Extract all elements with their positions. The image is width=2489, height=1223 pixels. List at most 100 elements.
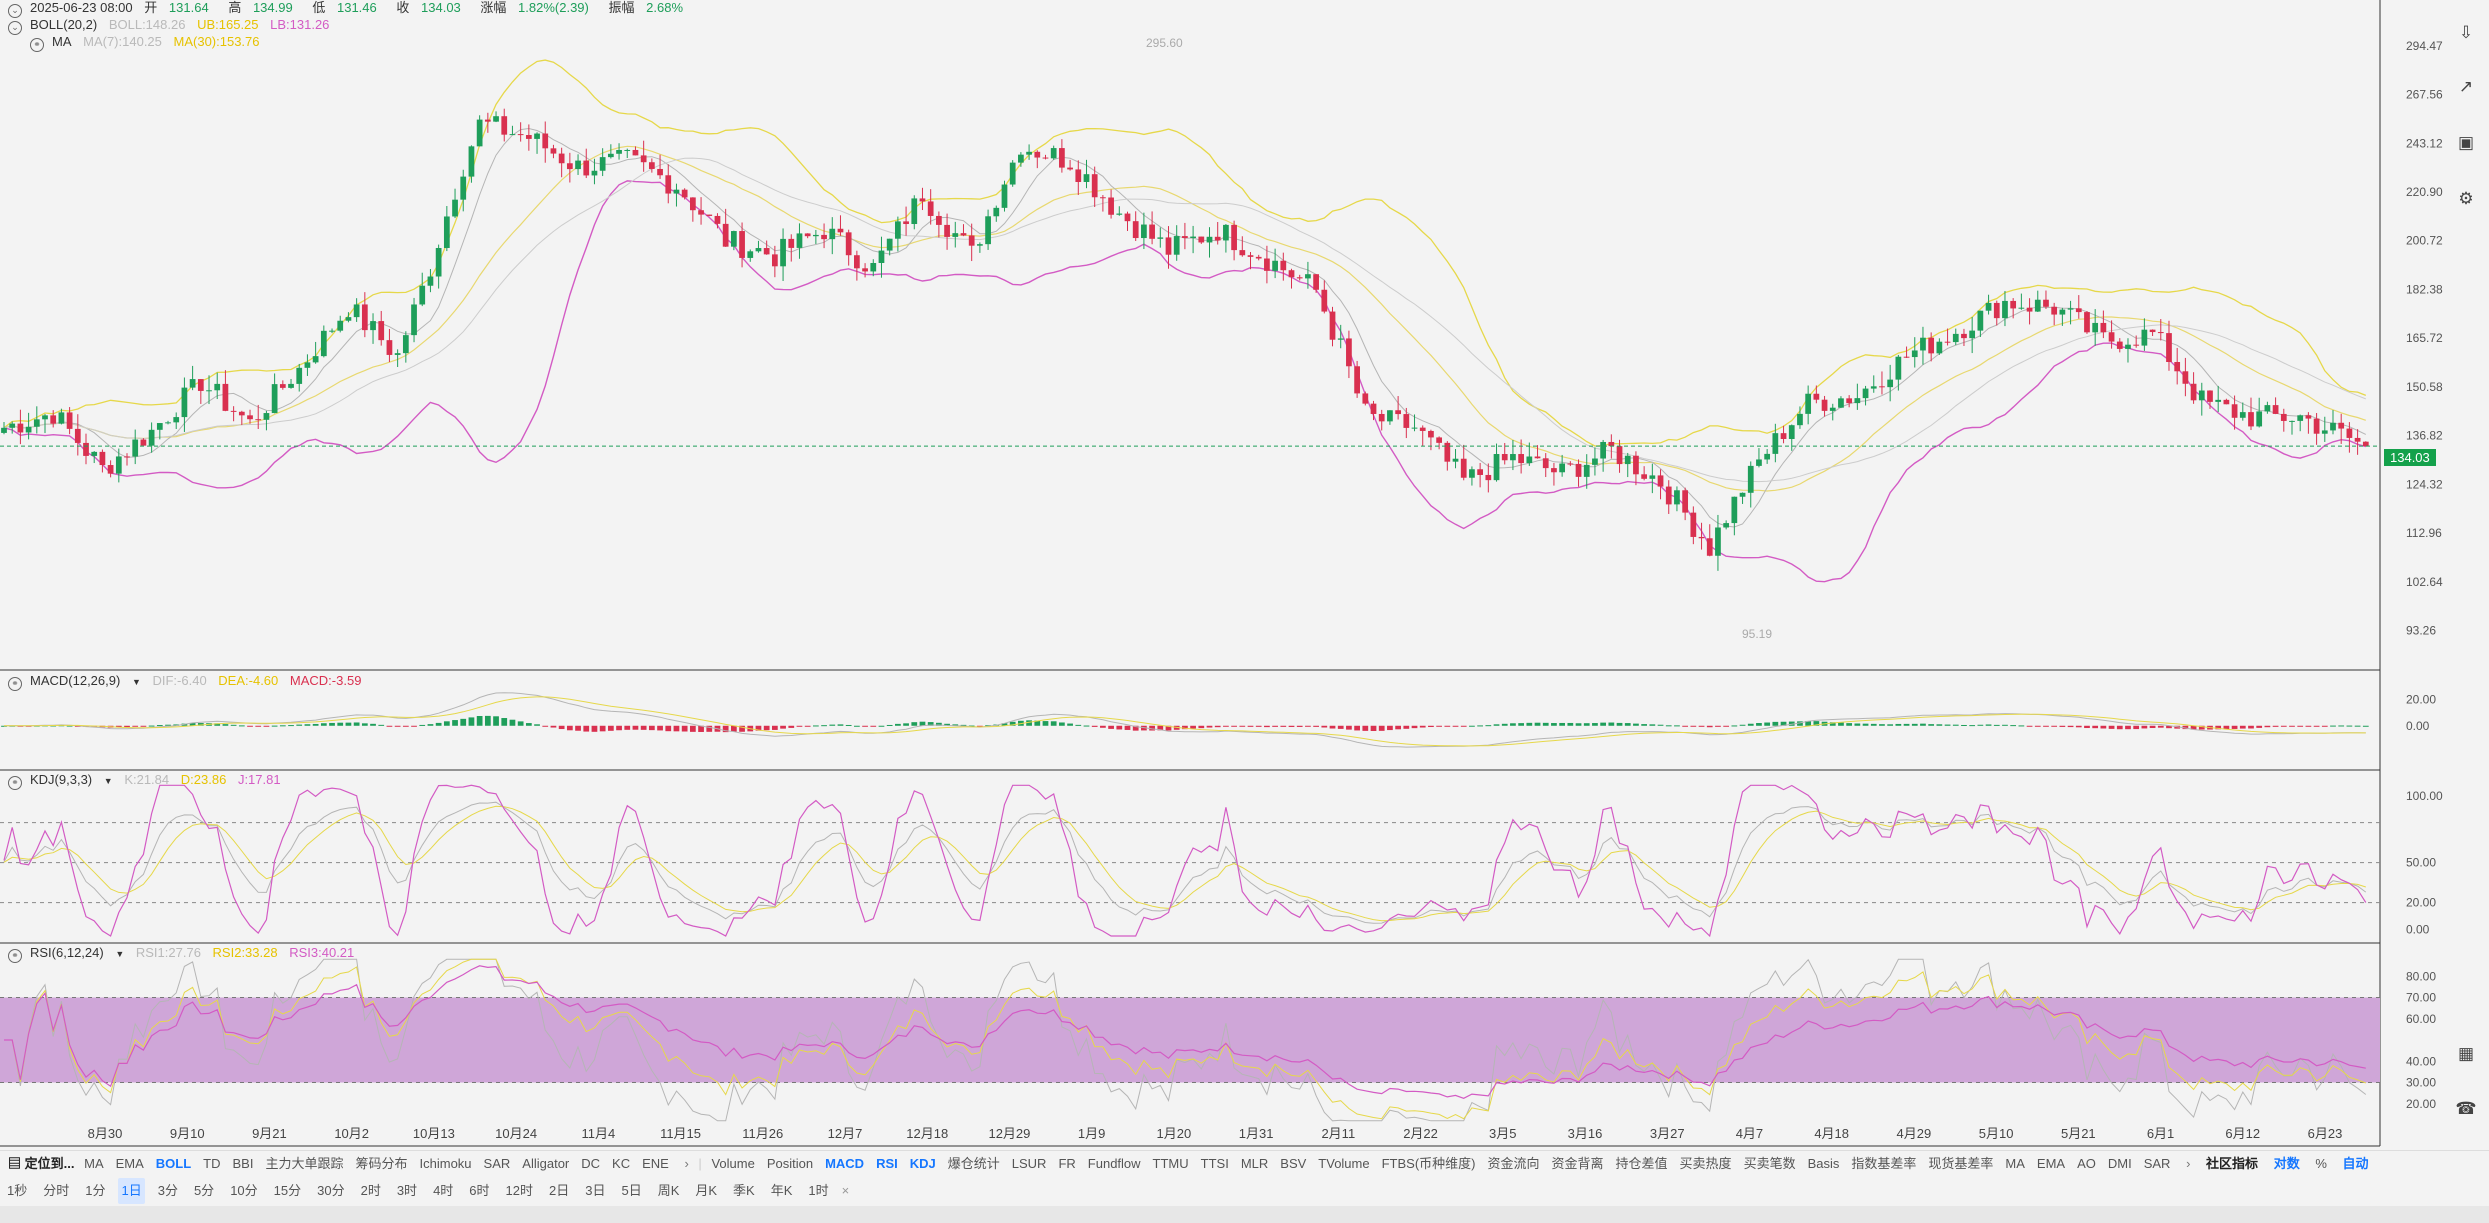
community-indicators-button[interactable]: 社区指标 xyxy=(2206,1156,2259,1171)
sub-indicator-17[interactable]: 持仓差值 xyxy=(1615,1156,1668,1171)
timeframe-3[interactable]: 1日 xyxy=(118,1178,145,1204)
sub-indicator-19[interactable]: 买卖笔数 xyxy=(1743,1156,1796,1171)
timeframe-9[interactable]: 2时 xyxy=(360,1183,381,1198)
headset-icon[interactable]: ☎ xyxy=(2455,1099,2477,1118)
timeframe-7[interactable]: 15分 xyxy=(273,1183,302,1198)
collapse-icon[interactable]: ⌄ xyxy=(8,4,22,18)
indicator-0[interactable]: MA xyxy=(84,1156,104,1171)
timeframe-16[interactable]: 5日 xyxy=(621,1183,642,1198)
timeframe-21[interactable]: 1时 xyxy=(808,1183,829,1198)
log-scale-toggle[interactable]: 对数 xyxy=(2273,1156,2300,1171)
sub-indicator-10[interactable]: TTSI xyxy=(1200,1156,1229,1171)
sub-indicator-13[interactable]: TVolume xyxy=(1318,1156,1370,1171)
timeframe-14[interactable]: 2日 xyxy=(549,1183,570,1198)
indicator-10[interactable]: DC xyxy=(581,1156,601,1171)
sub-indicator-0[interactable]: Volume xyxy=(711,1156,755,1171)
timeframe-8[interactable]: 30分 xyxy=(317,1183,345,1198)
auto-scale-toggle[interactable]: 自动 xyxy=(2342,1156,2369,1171)
macd-histogram-bar xyxy=(493,716,499,726)
download-icon[interactable]: ⇩ xyxy=(2458,23,2474,42)
timeframe-19[interactable]: 季K xyxy=(733,1183,755,1198)
sub-indicator-2[interactable]: MACD xyxy=(825,1156,865,1171)
sub-indicator-22[interactable]: 现货基差率 xyxy=(1928,1156,1994,1171)
sub-indicator-6[interactable]: LSUR xyxy=(1011,1156,1047,1171)
sub-indicator-21[interactable]: 指数基差率 xyxy=(1851,1156,1917,1171)
timeframe-11[interactable]: 4时 xyxy=(433,1183,454,1198)
percent-scale-toggle[interactable]: % xyxy=(2315,1156,2327,1171)
macd-histogram-bar xyxy=(722,725,729,733)
indicator-12[interactable]: ENE xyxy=(642,1156,669,1171)
indicator-7[interactable]: Ichimoku xyxy=(419,1156,472,1171)
indicator-2[interactable]: BOLL xyxy=(155,1156,192,1171)
sub-indicator-3[interactable]: RSI xyxy=(876,1156,898,1171)
bell-icon[interactable]: ⚭ xyxy=(8,677,22,691)
indicator-11[interactable]: KC xyxy=(612,1156,631,1171)
indicator-3[interactable]: TD xyxy=(203,1156,221,1171)
timeframe-17[interactable]: 周K xyxy=(657,1183,680,1198)
macd-histogram-bar xyxy=(977,725,983,727)
sub-indicator-18[interactable]: 买卖热度 xyxy=(1679,1156,1732,1171)
indicator-6[interactable]: 筹码分布 xyxy=(355,1156,408,1171)
sub-indicator-14[interactable]: FTBS(币种维度) xyxy=(1381,1156,1476,1171)
sub-indicator-9[interactable]: TTMU xyxy=(1152,1156,1189,1171)
macd-histogram-bar xyxy=(2149,725,2156,729)
timeframe-12[interactable]: 6时 xyxy=(469,1183,490,1198)
timeframe-0[interactable]: 1秒 xyxy=(7,1183,28,1198)
indicator-8[interactable]: SAR xyxy=(483,1156,511,1171)
chart-line-icon[interactable]: ↗ xyxy=(2458,77,2474,96)
sub-indicator-8[interactable]: Fundflow xyxy=(1087,1156,1141,1171)
sub-indicator-24[interactable]: EMA xyxy=(2036,1156,2066,1171)
macd-histogram-bar xyxy=(1723,725,1730,727)
sub-indicator-26[interactable]: DMI xyxy=(2107,1156,2132,1171)
sub-indicator-15[interactable]: 资金流向 xyxy=(1487,1156,1540,1171)
timeframe-2[interactable]: 1分 xyxy=(85,1183,106,1198)
sub-indicator-12[interactable]: BSV xyxy=(1280,1156,1307,1171)
candle-body xyxy=(1485,474,1492,481)
indicator-1[interactable]: EMA xyxy=(115,1156,144,1171)
timeframe-4[interactable]: 3分 xyxy=(157,1183,178,1198)
sub-indicator-5[interactable]: 爆仓统计 xyxy=(947,1156,1000,1171)
sub-indicator-7[interactable]: FR xyxy=(1058,1156,1076,1171)
bell-icon[interactable]: ⚭ xyxy=(8,949,22,963)
timeframe-13[interactable]: 12时 xyxy=(505,1183,533,1198)
indicator-4[interactable]: BBI xyxy=(232,1156,254,1171)
chart-canvas[interactable]: 294.47 267.56 243.12 220.90 200.72 182.38 165.… xyxy=(0,0,2489,1150)
macd-histogram-bar xyxy=(2264,725,2271,728)
timeframe-1[interactable]: 分时 xyxy=(43,1183,70,1198)
sub-indicator-4[interactable]: KDJ xyxy=(909,1156,936,1171)
bell-icon[interactable]: ⚭ xyxy=(30,38,44,52)
sub-indicator-20[interactable]: Basis xyxy=(1807,1156,1840,1171)
sub-indicator-25[interactable]: AO xyxy=(2077,1156,2096,1171)
sub-indicator-27[interactable]: SAR xyxy=(2143,1156,2171,1171)
macd-histogram-bar xyxy=(1797,721,1803,726)
sub-indicator-11[interactable]: MLR xyxy=(1240,1156,1269,1171)
settings-icon[interactable]: ⚙ xyxy=(2458,189,2474,208)
macd-histogram-bar xyxy=(607,725,614,731)
macd-histogram-bar xyxy=(1838,722,1844,726)
indicator-9[interactable]: Alligator xyxy=(522,1156,570,1171)
timeframe-15[interactable]: 3日 xyxy=(585,1183,606,1198)
bell-icon[interactable]: ⚭ xyxy=(8,776,22,790)
macd-histogram-bar xyxy=(238,725,245,727)
candle-body xyxy=(1501,454,1508,461)
indicator-5[interactable]: 主力大单跟踪 xyxy=(265,1156,344,1171)
kdj-y-tick: 50.00 xyxy=(2406,856,2436,870)
monitor-icon[interactable]: ▣ xyxy=(2457,133,2475,152)
timeframe-10[interactable]: 3时 xyxy=(396,1183,418,1198)
collapse-icon[interactable]: ⌄ xyxy=(8,21,22,35)
candle-body xyxy=(550,148,557,154)
timeframe-6[interactable]: 10分 xyxy=(230,1183,258,1198)
layout-icon[interactable]: ▦ xyxy=(2457,1044,2475,1063)
locate-button[interactable]: ▤ 定位到... xyxy=(8,1156,75,1171)
timeframe-18[interactable]: 月K xyxy=(695,1183,718,1198)
macd-histogram-bar xyxy=(1436,725,1442,727)
indicator-toolbar: ▤ 定位到... MA EMA BOLL TD BBI 主力大单跟踪 筹码分布 Ichimok… xyxy=(0,1150,2489,1176)
timeframe-5[interactable]: 5分 xyxy=(193,1183,215,1198)
sub-indicator-23[interactable]: MA xyxy=(2005,1156,2025,1171)
close-icon[interactable]: × xyxy=(841,1183,850,1198)
macd-histogram-bar xyxy=(1403,725,1410,729)
candle-body xyxy=(2075,308,2082,313)
sub-indicator-16[interactable]: 资金背离 xyxy=(1551,1156,1604,1171)
sub-indicator-1[interactable]: Position xyxy=(766,1156,814,1171)
timeframe-20[interactable]: 年K xyxy=(770,1183,793,1198)
